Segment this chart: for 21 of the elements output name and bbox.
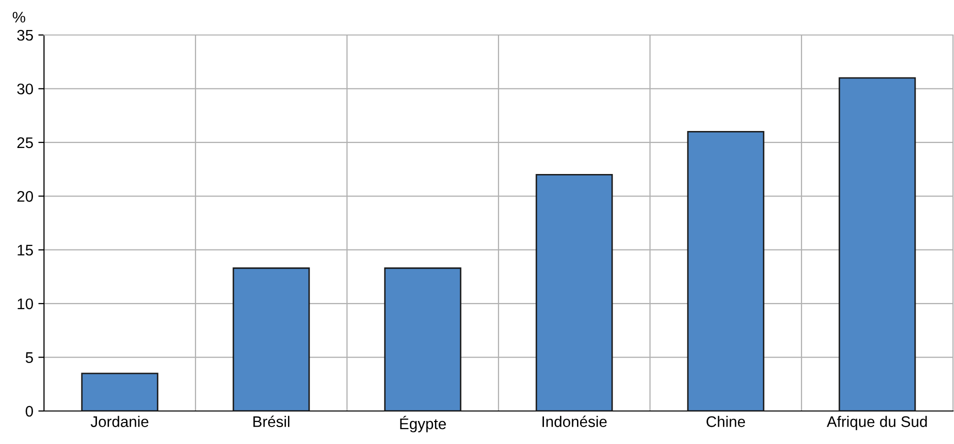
bar: [838, 77, 916, 411]
bar: [687, 130, 764, 411]
x-tick-label: Jordanie: [90, 416, 148, 428]
y-tick-label: 0: [26, 406, 33, 417]
bar: [384, 267, 462, 411]
x-tick-label: Afrique du Sud: [826, 416, 927, 430]
bar: [81, 372, 158, 411]
x-tick-label: Brésil: [253, 416, 290, 428]
x-tick-label: Égypte: [400, 416, 446, 432]
x-tick-label: Chine: [706, 416, 746, 428]
x-tick-label: Indonésie: [542, 416, 607, 428]
y-tick-label: 10: [18, 298, 33, 310]
bar: [232, 267, 310, 411]
y-tick-label: 5: [26, 352, 33, 363]
bar: [536, 174, 613, 411]
y-tick-label: 15: [18, 244, 33, 256]
y-tick-label: 25: [17, 137, 33, 148]
y-tick-label: 20: [17, 191, 33, 202]
y-tick-label: 30: [17, 84, 33, 94]
y-axis-title: %: [12, 12, 26, 23]
y-tick-label: 35: [17, 30, 33, 41]
